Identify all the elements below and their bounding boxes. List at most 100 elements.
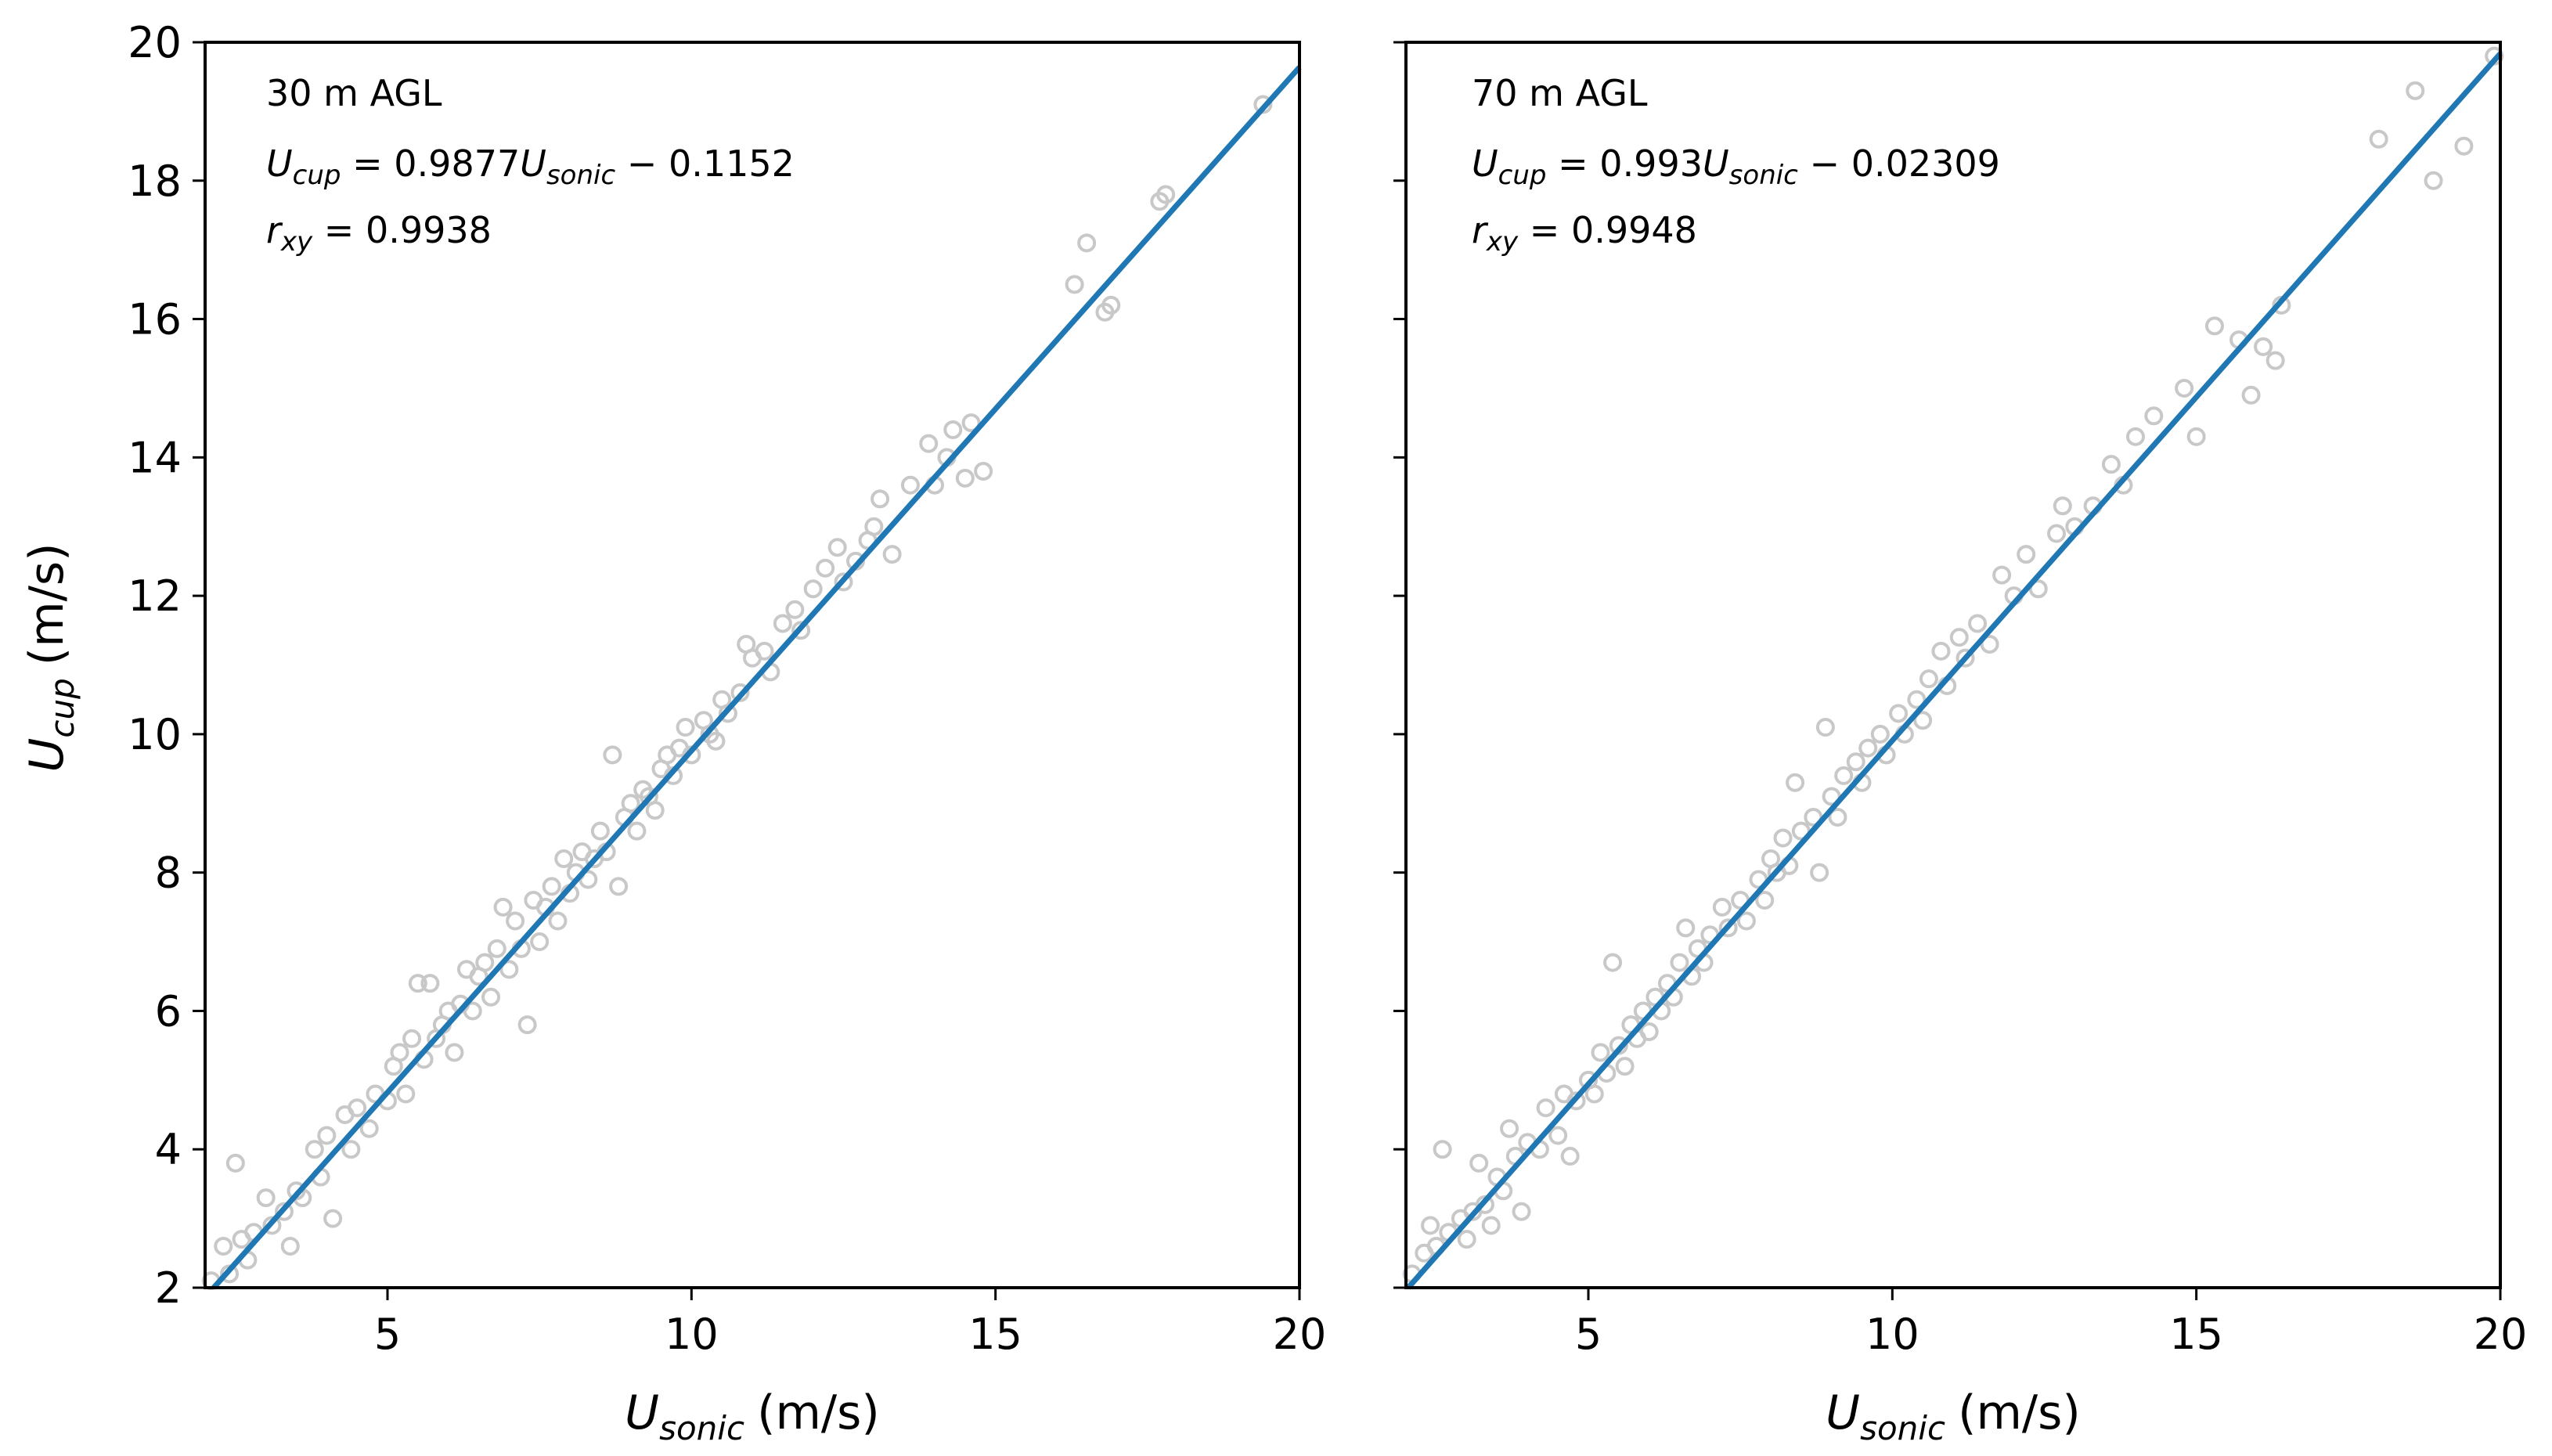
left-data-point-16 [323,1209,343,1228]
right-data-point-63 [1846,752,1865,772]
right-r-subscript: xy [1486,226,1519,258]
right-annotation: 70 m AGL Ucup = 0.993Usonic − 0.02309 rx… [1472,72,2000,258]
right-data-point-19 [1536,1098,1555,1118]
left-data-point-71 [676,718,695,737]
left-data-point-86 [803,579,823,599]
right-data-point-84 [2053,496,2072,516]
right-data-point-70 [1907,690,1927,709]
right-fit-equation: Ucup = 0.993Usonic − 0.02309 [1472,142,2000,191]
right-data-point-90 [2144,406,2164,426]
left-x-tick-label-2: 15 [968,1310,1022,1359]
left-y-tick-label-2: 6 [155,986,182,1036]
left-panel: 5 10 15 20 2 4 6 8 10 12 14 16 18 20 30 m AGL Ucup =… [128,18,1326,1447]
left-plot-frame [204,41,1301,1289]
left-data-point-13 [305,1140,324,1159]
right-data-point-77 [1968,614,1988,633]
right-data-point-101 [2424,171,2443,190]
left-y-tick-label-1: 4 [155,1125,182,1174]
left-data-point-45 [517,1015,537,1035]
left-fit-equation: Ucup = 0.9877Usonic − 0.1152 [266,142,795,191]
right-data-point-4 [1433,1140,1452,1159]
right-x-ticks: 5 10 15 20 [1575,1288,2528,1359]
right-x-tick-label-3: 20 [2474,1310,2528,1359]
right-x-title-subscript: sonic [1860,1409,1945,1447]
left-y-tick-label-7: 16 [128,295,182,344]
left-data-point-15 [317,1126,337,1145]
left-data-point-84 [785,600,805,619]
left-data-point-94 [882,545,902,564]
left-y-tick-label-6: 14 [128,433,182,482]
right-data-point-14 [1500,1119,1519,1138]
right-x-title-unit: (m/s) [1958,1386,2081,1440]
left-r-value: 0.9938 [366,209,492,251]
left-data-point-49 [542,877,561,896]
right-data-point-95 [2241,385,2261,405]
left-data-point-101 [961,413,981,433]
left-fit-coefficient: 0.9877 [394,142,520,185]
left-fit-rhs-subscript: sonic [546,160,616,191]
left-data-point-108 [1156,185,1176,204]
left-data-point-3 [225,1153,245,1173]
left-data-point-57 [590,821,610,841]
right-data-point-89 [2126,427,2145,446]
right-data-point-45 [1712,897,1732,917]
left-x-title-unit: (m/s) [757,1386,880,1440]
right-data-point-48 [1736,911,1756,931]
left-scatter-points [201,95,1273,1291]
right-data-point-93 [2204,316,2224,336]
left-data-point-24 [390,1043,409,1062]
left-data-point-27 [408,974,427,993]
left-y-ticks: 2 4 6 8 10 12 14 16 18 20 [128,18,205,1313]
left-correlation: rxy = 0.9938 [266,209,492,258]
left-data-point-10 [280,1236,300,1256]
left-data-point-103 [1065,275,1084,294]
right-data-point-34 [1639,1022,1659,1041]
right-data-point-96 [2254,337,2273,356]
left-data-point-25 [396,1084,416,1104]
left-data-point-50 [548,911,568,931]
right-fit-coefficient: 0.993 [1599,142,1703,185]
right-data-point-68 [1889,704,1909,723]
right-data-point-81 [2017,545,2036,564]
right-data-point-22 [1560,1147,1580,1166]
right-data-point-16 [1512,1202,1531,1221]
left-r-symbol: r [266,209,283,251]
right-data-point-28 [1603,953,1623,972]
right-data-point-87 [2101,455,2121,474]
left-data-point-89 [834,572,853,592]
right-data-point-11 [1481,1216,1501,1235]
left-data-point-95 [900,475,920,495]
right-data-point-97 [2265,351,2285,370]
right-data-point-83 [2047,524,2067,543]
left-fit-intercept: 0.1152 [669,142,795,185]
right-data-point-26 [1591,1043,1610,1062]
left-r-subscript: xy [280,226,313,258]
left-data-point-26 [402,1029,422,1048]
left-data-point-59 [603,745,622,765]
right-x-tick-label-0: 5 [1575,1310,1602,1359]
left-data-point-43 [506,911,525,931]
right-data-point-61 [1828,807,1847,827]
left-data-point-38 [475,953,495,972]
left-data-point-93 [870,489,890,509]
left-data-point-51 [554,849,574,868]
right-data-point-39 [1670,953,1689,972]
y-axis-title-unit: (m/s) [20,542,74,665]
right-y-ticks [1393,41,1406,1289]
left-data-point-99 [943,420,963,439]
right-data-point-20 [1548,1126,1568,1145]
left-data-point-18 [341,1140,361,1159]
right-data-point-55 [1786,773,1805,792]
left-data-point-81 [755,641,774,661]
right-data-point-78 [1980,634,1999,654]
right-data-point-66 [1870,724,1890,744]
right-data-point-99 [2369,129,2388,149]
left-data-point-66 [645,801,665,820]
left-data-point-42 [499,960,519,979]
right-data-point-58 [1810,863,1829,882]
left-y-tick-label-4: 10 [128,710,182,759]
left-x-title-symbol: U [625,1386,659,1440]
left-data-point-19 [348,1098,367,1118]
right-data-point-79 [1992,565,2012,585]
